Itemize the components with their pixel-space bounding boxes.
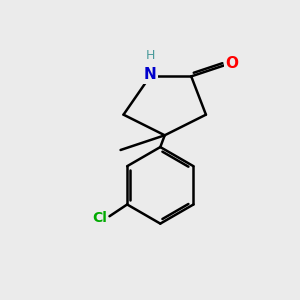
Text: Cl: Cl	[93, 211, 107, 225]
Text: O: O	[225, 56, 239, 70]
Text: H: H	[145, 49, 155, 62]
Text: N: N	[144, 68, 156, 82]
